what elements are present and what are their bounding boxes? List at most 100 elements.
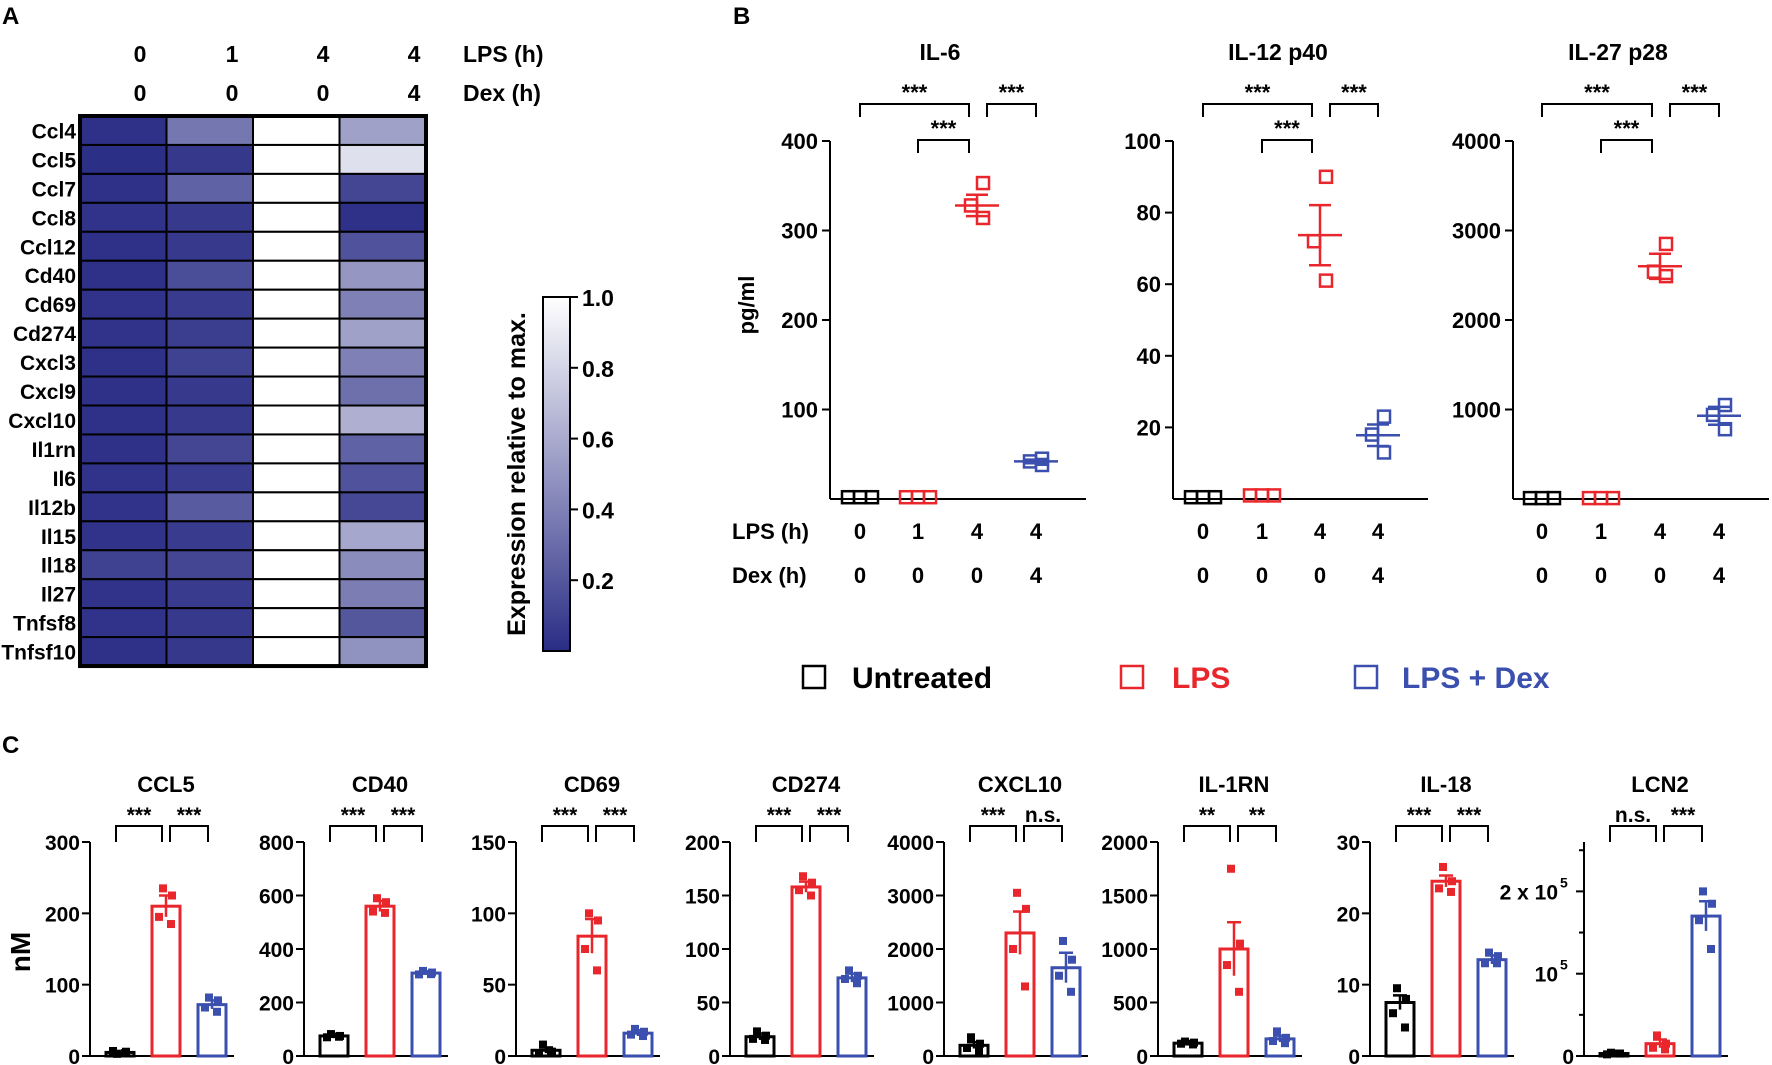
- scatter-dex-value: 0: [912, 563, 924, 588]
- bar-title: CD40: [352, 772, 408, 797]
- bar-title: IL-1RN: [1199, 772, 1270, 797]
- heatmap-dex-value: 4: [408, 80, 421, 106]
- bar-y-tick-label: 2000: [1101, 832, 1148, 855]
- heatmap-cell: [338, 607, 427, 639]
- bar-point: [1389, 1009, 1397, 1018]
- bar-sig-label: n.s.: [1615, 804, 1651, 827]
- bar-y-tick-label: 150: [471, 832, 506, 855]
- bar-point: [976, 1039, 984, 1048]
- heatmap-cell: [79, 636, 168, 668]
- heatmap-cell: [252, 230, 341, 262]
- bar-point: [159, 884, 167, 893]
- bar-y-tick-label: 50: [697, 993, 720, 1016]
- bar-sig-bracket: [1449, 825, 1489, 842]
- bar-point: [1013, 888, 1021, 897]
- legend: Untreated LPS LPS + Dex: [801, 662, 1550, 695]
- heatmap-cell: [338, 259, 427, 291]
- colorbar-tick-label: 0.4: [582, 497, 614, 523]
- scatter-sig-bracket: [859, 103, 970, 117]
- bar-point: [109, 1047, 117, 1056]
- scatter-y-tick-label: 100: [1124, 129, 1161, 154]
- colorbar-tick-label: 0.8: [582, 356, 614, 382]
- bar-point: [1448, 877, 1456, 886]
- heatmap-cell: [252, 433, 341, 465]
- bar-y-tick-label: 100: [471, 903, 506, 926]
- bar-point: [155, 912, 163, 921]
- scatter-lps-value: 1: [1595, 519, 1607, 544]
- bar-point: [967, 1033, 975, 1042]
- scatter-lps-value: 1: [1256, 519, 1268, 544]
- heatmap-cell: [79, 520, 168, 552]
- scatter-title: IL-6: [920, 39, 961, 65]
- heatmap-row-label: Ccl8: [32, 207, 77, 230]
- bar-sig-label: ***: [553, 804, 578, 827]
- heatmap-cell: [252, 375, 341, 407]
- bar-point: [1059, 936, 1067, 945]
- heatmap-dex-value: 0: [134, 80, 147, 106]
- bar-point: [1227, 864, 1235, 873]
- bar-y-tick-exponent: 5: [1560, 957, 1568, 973]
- scatter-y-tick-label: 60: [1137, 272, 1161, 297]
- bar-point: [213, 1007, 221, 1016]
- colorbar-bar: [542, 296, 571, 652]
- bar-point: [640, 1027, 648, 1036]
- bar-point: [807, 891, 815, 900]
- heatmap-cell: [338, 520, 427, 552]
- bar-point: [121, 1049, 129, 1058]
- bar-point: [415, 970, 423, 979]
- heatmap-cell: [252, 404, 341, 436]
- bar-y-tick-label: 200: [259, 993, 294, 1016]
- panel-label-a: A: [2, 3, 19, 30]
- bar-point: [1067, 987, 1075, 996]
- legend-untreated-marker: [801, 664, 827, 690]
- heatmap-cell: [252, 288, 341, 320]
- bar-sig-label: ***: [981, 804, 1006, 827]
- colorbar-tick-label: 0.6: [582, 427, 614, 453]
- heatmap-cell: [165, 607, 254, 639]
- bar-point: [1177, 1039, 1185, 1048]
- bar-point: [1485, 948, 1493, 957]
- bar-y-tick-label: 400: [259, 939, 294, 962]
- scatter-title: IL-12 p40: [1228, 39, 1328, 65]
- bar-point: [335, 1032, 343, 1041]
- bar-sig-bracket: [1395, 825, 1443, 842]
- colorbar-tick-label: 1.0: [582, 285, 614, 311]
- heatmap-cell: [252, 636, 341, 668]
- heatmap-cell: [79, 578, 168, 610]
- bar-point: [168, 891, 176, 900]
- heatmap-cell: [165, 288, 254, 320]
- scatter-dex-label: Dex (h): [732, 563, 807, 588]
- bar-point: [539, 1040, 547, 1049]
- bar-y-tick-label: 20: [1337, 903, 1360, 926]
- scatter-dex-value: 0: [971, 563, 983, 588]
- heatmap-cell: [79, 115, 168, 146]
- bar-sig-bracket: [329, 825, 377, 842]
- bar-point: [205, 993, 213, 1002]
- bar-point: [547, 1047, 555, 1056]
- scatter-lps-value: 4: [1713, 519, 1726, 544]
- heatmap-cell: [165, 549, 254, 581]
- heatmap-cell: [165, 375, 254, 407]
- scatter-dex-value: 0: [1654, 563, 1666, 588]
- heatmap-cell: [165, 172, 254, 204]
- bar-point: [963, 1043, 971, 1052]
- bar-y-tick-label: 50: [483, 975, 506, 998]
- bar-y-tick-label: 0: [1562, 1046, 1574, 1065]
- bar-rect: [836, 976, 868, 1058]
- bar-point: [631, 1024, 639, 1033]
- scatter-point: [898, 489, 914, 505]
- bar-point: [201, 1003, 209, 1012]
- scatter-y-tick-label: 200: [781, 308, 818, 333]
- bar-point: [585, 909, 593, 918]
- scatter-sig-bracket: [1600, 139, 1653, 153]
- heatmap-cell: [252, 607, 341, 639]
- heatmap-cell: [79, 375, 168, 407]
- bar-sig-bracket: [1183, 825, 1231, 842]
- heatmap-cell: [252, 462, 341, 494]
- legend-lps-dex-marker: [1353, 664, 1379, 690]
- heatmap-row-label: Cxcl9: [20, 381, 76, 404]
- heatmap-row-label: Ccl7: [32, 178, 76, 201]
- scatter-y-tick-label: 3000: [1452, 219, 1501, 244]
- bar-point: [593, 966, 601, 975]
- heatmap-lps-value: 4: [408, 41, 421, 67]
